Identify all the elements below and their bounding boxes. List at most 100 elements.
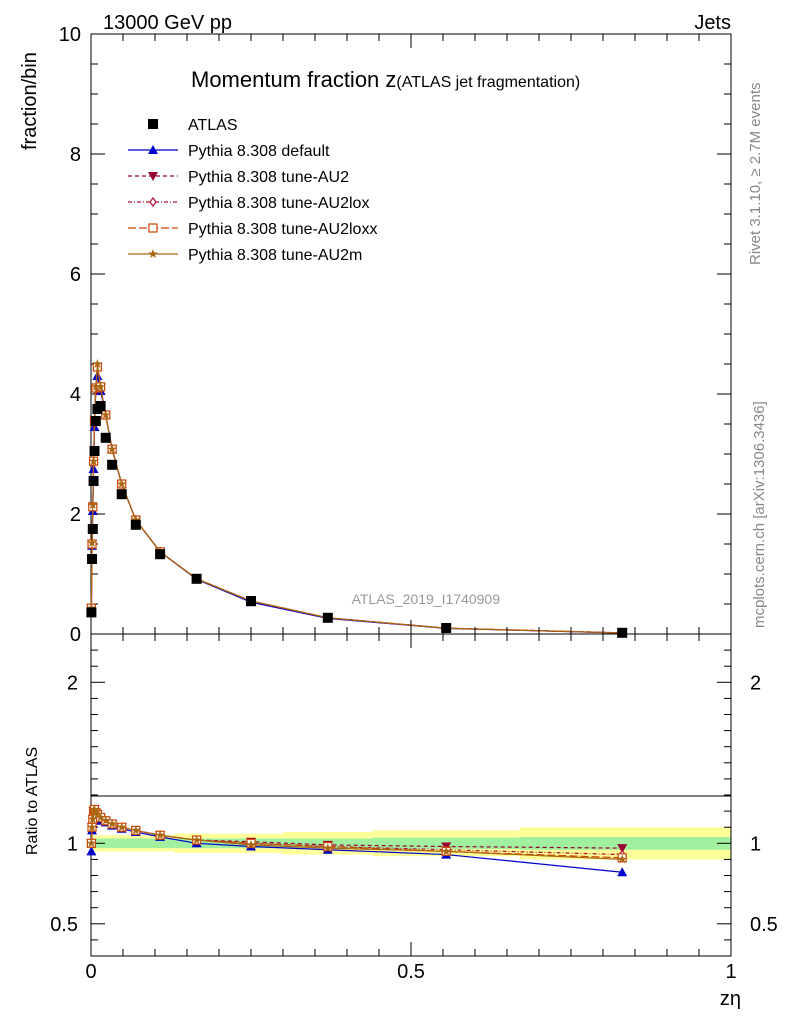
series-point — [91, 381, 101, 391]
atlas-point — [322, 612, 333, 623]
ratio-line — [90, 808, 623, 859]
y-tick-label: 6 — [70, 264, 81, 286]
mcplots-label: mcplots.cern.ch [arXiv:1306.3436] — [751, 401, 768, 628]
x-tick-label: 0.5 — [397, 961, 425, 983]
ratio-point — [323, 843, 333, 853]
atlas-point — [89, 446, 100, 456]
x-tick-label: 0 — [85, 961, 96, 983]
band-inner-segment — [110, 838, 130, 849]
series-line — [90, 363, 623, 634]
atlas-point — [246, 596, 256, 606]
legend-label: Pythia 8.308 default — [188, 143, 330, 160]
band-inner-segment — [148, 838, 175, 849]
atlas-point — [191, 573, 202, 584]
series-point — [95, 381, 106, 391]
ratio-point — [95, 812, 106, 822]
series-atlas — [86, 401, 628, 638]
ratio-point — [617, 844, 628, 854]
atlas-point — [130, 519, 141, 530]
ratio-tick-label: 1 — [67, 833, 78, 855]
ratio-point — [191, 835, 202, 845]
legend-label: Pythia 8.308 tune-AU2 — [188, 169, 349, 186]
ratio-point — [101, 815, 111, 825]
series-point — [107, 444, 117, 454]
ratio-tick-label-right: 2 — [750, 672, 761, 694]
x-ticks: 0 0.5 1 — [85, 34, 737, 983]
ratio-point — [91, 807, 101, 817]
series-point — [131, 515, 141, 524]
ratio-point — [617, 854, 627, 864]
rivet-version-label: Rivet 3.1.10, ≥ 2.7M events — [747, 83, 764, 266]
ratio-uncertainty-band — [91, 827, 731, 860]
series-point — [88, 500, 98, 509]
ratio-point — [107, 819, 117, 828]
chart-title-main: Momentum fraction — [191, 67, 385, 92]
ratio-point — [86, 846, 97, 856]
y-tick-label: 0 — [70, 624, 81, 646]
band-inner-segment — [519, 836, 731, 850]
legend-marker — [148, 223, 158, 233]
atlas-point — [100, 432, 111, 443]
header-jets-label: Jets — [694, 12, 731, 34]
series-point — [92, 359, 103, 368]
y-tick-label: 2 — [70, 504, 81, 526]
ratio-point — [155, 830, 165, 840]
atlas-point — [87, 524, 98, 534]
ratio-point — [88, 814, 98, 824]
band-inner-segment — [129, 838, 149, 849]
ratio-series-5 — [86, 804, 627, 864]
ratio-point — [441, 846, 451, 856]
ratio-tick-label: 0.5 — [50, 914, 78, 936]
ratio-tick-label-right: 0.5 — [750, 914, 778, 936]
ratio-point — [246, 839, 256, 849]
atlas-point — [90, 416, 101, 426]
chart-title-var: z — [385, 67, 396, 92]
legend-marker — [148, 172, 158, 181]
atlas-point — [87, 554, 98, 564]
ratio-point — [117, 822, 127, 832]
legend-marker — [148, 249, 158, 258]
y-axis-label: fraction/bin — [19, 52, 41, 150]
ratio-point — [131, 825, 141, 835]
ratio-y-axis-label: Ratio to ATLAS — [24, 747, 41, 855]
ratio-point — [87, 822, 97, 832]
legend-label: ATLAS — [188, 117, 238, 134]
series-point — [101, 410, 111, 419]
atlas-point — [95, 401, 106, 411]
y-tick-label: 10 — [59, 24, 81, 46]
y-tick-label: 8 — [70, 144, 81, 166]
main-panel: Momentum fraction z(ATLAS jet fragmentat… — [19, 24, 732, 646]
ratio-point — [617, 867, 628, 877]
main-series — [86, 359, 628, 638]
chart-title: Momentum fraction z(ATLAS jet fragmentat… — [191, 67, 580, 92]
ratio-frame — [90, 633, 732, 957]
header-energy-label: 13000 GeV pp — [103, 12, 232, 34]
analysis-watermark: ATLAS_2019_I1740909 — [352, 591, 501, 607]
series-point — [117, 479, 127, 488]
atlas-point — [116, 489, 127, 500]
atlas-point — [441, 623, 452, 633]
series-point — [88, 456, 99, 466]
y-tick-label: 4 — [70, 384, 81, 406]
legend-label: Pythia 8.308 tune-AU2lox — [188, 195, 369, 212]
ratio-panel: Ratio to ATLAS 0.5 0.5 1 1 2 2 — [24, 633, 778, 957]
atlas-point — [107, 459, 118, 470]
legend-marker — [148, 119, 158, 129]
atlas-point — [86, 607, 97, 618]
main-frame — [90, 33, 732, 635]
legend-label: Pythia 8.308 tune-AU2loxx — [188, 221, 377, 238]
ratio-tick-label: 2 — [67, 672, 78, 694]
ratio-ticks: 0.5 0.5 1 1 2 2 — [50, 633, 778, 941]
ratio-point — [89, 804, 100, 814]
atlas-point — [155, 549, 166, 560]
ratio-series — [86, 804, 628, 877]
ratio-tick-label-right: 1 — [750, 833, 761, 855]
legend-marker — [148, 145, 158, 154]
legend: ATLAS Pythia 8.308 default Pythia 8.308 tu… — [128, 117, 377, 264]
ratio-point — [92, 809, 103, 819]
x-axis-label: zη — [720, 988, 741, 1010]
x-tick-label: 1 — [725, 961, 736, 983]
series-point — [87, 537, 97, 547]
atlas-point — [88, 476, 99, 486]
